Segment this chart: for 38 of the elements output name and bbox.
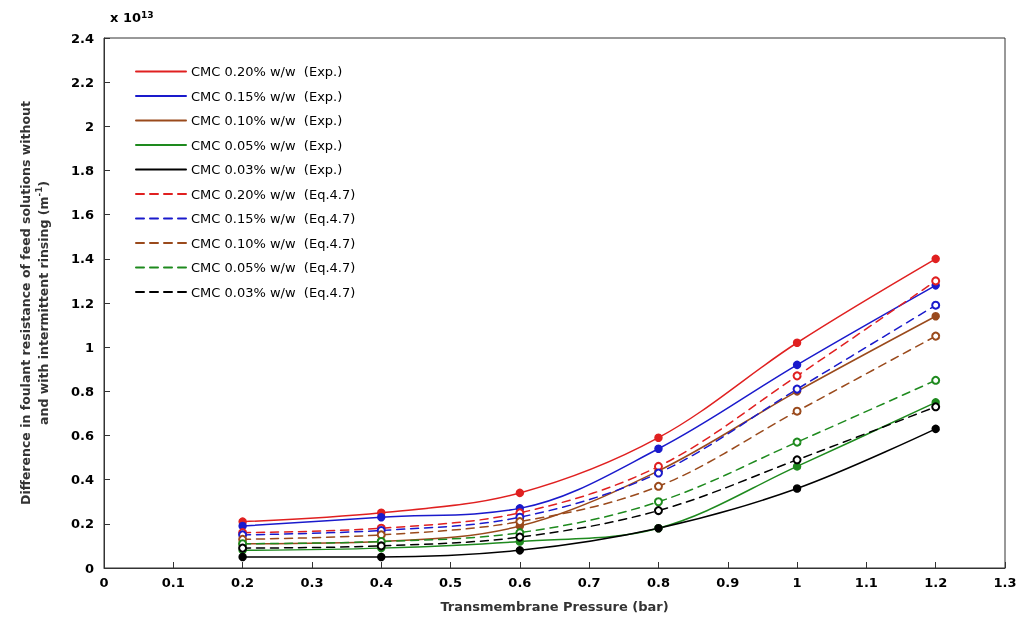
legend-label: CMC 0.03% w/w (Exp.) [191,162,343,177]
y-tick-label: 2 [84,118,94,134]
x-tick-label: 1.2 [924,575,948,590]
x-tick-label: 1.3 [993,575,1017,590]
y-tick-label: 2.2 [70,74,94,90]
legend-label: CMC 0.10% w/w (Eq.4.7) [191,235,356,251]
y-tick-label: 0.2 [70,516,94,532]
x-tick-label: 0.7 [577,575,601,590]
y-tick-label: 1.6 [70,207,94,223]
legend-label: CMC 0.15% w/w (Exp.) [191,88,343,104]
y-tick-label: 1.8 [70,163,94,178]
x-tick-label: 1.1 [854,575,878,590]
y-tick-label: 0 [84,560,94,576]
x-tick-label: 0.6 [508,575,532,590]
y-tick-label: 0.4 [70,472,94,488]
legend-label: CMC 0.20% w/w (Eq.4.7) [191,186,356,202]
x-tick-label: 0.9 [716,575,740,590]
legend-label: CMC 0.05% w/w (Exp.) [191,137,343,153]
legend-label: CMC 0.05% w/w (Eq.4.7) [191,260,356,275]
y-tick-label: 0.8 [70,383,94,399]
x-axis-title: Transmembrane Pressure (bar) [440,599,669,614]
y-tick-label: 0.6 [70,428,94,443]
x-tick-label: 0 [99,575,109,590]
x-tick-label: 0.1 [161,575,185,590]
y-tick-label: 1.4 [70,251,94,267]
x-tick-label: 0.8 [646,575,670,590]
legend-label: CMC 0.10% w/w (Exp.) [191,113,343,128]
x-tick-label: 0.4 [369,575,393,590]
x-tick-label: 0.3 [300,575,324,590]
legend-label: CMC 0.15% w/w (Eq.4.7) [191,211,356,226]
x-tick-label: 1 [792,575,802,590]
x-tick-label: 0.2 [231,575,255,590]
y-tick-label: 1 [84,339,94,355]
x-tick-label: 0.5 [439,575,463,590]
y-tick-label: 2.4 [70,30,94,46]
legend-label: CMC 0.03% w/w (Eq.4.7) [191,284,356,300]
legend-label: CMC 0.20% w/w (Exp.) [191,64,343,79]
y-tick-label: 1.2 [70,295,94,311]
